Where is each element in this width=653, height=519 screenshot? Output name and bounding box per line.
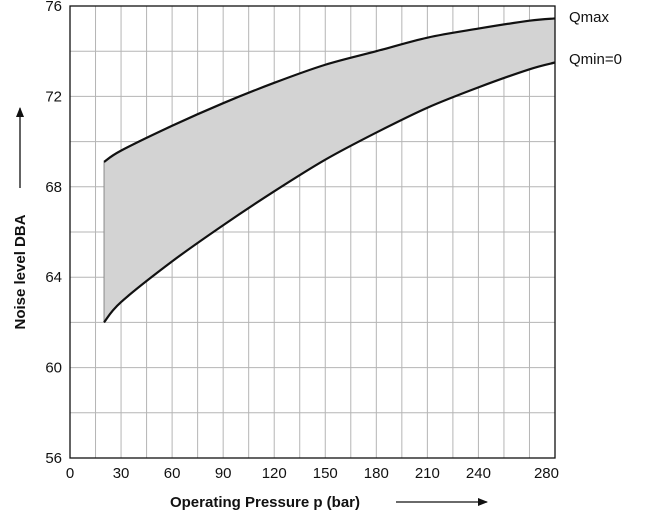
x-tick-label: 240 — [466, 465, 491, 482]
series-line-qmax — [103, 17, 556, 163]
x-tick-label: 90 — [215, 465, 232, 482]
series-label-qmax: Qmax — [569, 9, 610, 26]
plot-frame — [69, 5, 556, 459]
x-tick-label: 280 — [534, 465, 559, 482]
x-tick-label: 60 — [164, 465, 181, 482]
y-tick-label: 76 — [45, 0, 62, 15]
x-tick-labels: 0 30 60 90 120 150 180 210 240 280 — [66, 465, 559, 482]
y-tick-label: 56 — [45, 450, 62, 467]
y-tick-labels: 56 60 64 68 72 76 — [45, 0, 62, 467]
y-axis-title: Noise level DBA — [12, 214, 29, 329]
y-tick-label: 68 — [45, 179, 62, 196]
x-axis-title: Operating Pressure p (bar) — [170, 494, 360, 511]
x-tick-label: 210 — [415, 465, 440, 482]
band-fill — [104, 18, 555, 323]
y-tick-label: 64 — [45, 269, 62, 286]
series-lines — [103, 17, 556, 324]
plot-border — [69, 5, 556, 459]
x-tick-label: 150 — [313, 465, 338, 482]
y-tick-label: 72 — [45, 88, 62, 105]
x-tick-label: 120 — [262, 465, 287, 482]
noise-band — [104, 18, 555, 323]
series-line-qmin — [103, 61, 556, 324]
x-tick-label: 180 — [364, 465, 389, 482]
x-tick-label: 30 — [113, 465, 130, 482]
series-label-qmin: Qmin=0 — [569, 51, 622, 68]
y-tick-label: 60 — [45, 360, 62, 377]
series-labels: Qmax Qmin=0 — [569, 9, 622, 68]
x-tick-label: 0 — [66, 465, 74, 482]
